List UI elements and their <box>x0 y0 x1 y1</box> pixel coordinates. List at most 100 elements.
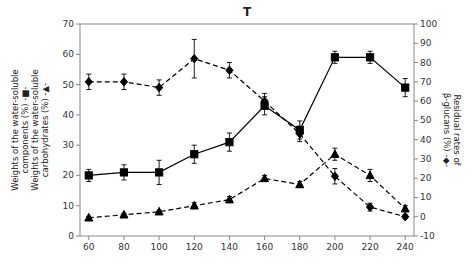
point-diamond <box>261 97 268 105</box>
y2-tick-label: 70 <box>420 77 432 87</box>
series-line <box>89 57 405 175</box>
y-tick-label: 30 <box>63 140 75 150</box>
x-tick-label: 180 <box>291 242 308 252</box>
point-square <box>191 151 198 158</box>
point-diamond <box>402 213 409 221</box>
y-axis-label: Weights of the water-solublecomponents (… <box>10 69 50 190</box>
y2-tick <box>414 178 418 179</box>
y2-tick <box>414 216 418 217</box>
y-tick <box>76 205 80 206</box>
y2-tick-label: 10 <box>420 192 432 202</box>
x-tick-label: 160 <box>256 242 273 252</box>
point-triangle <box>155 207 163 215</box>
point-triangle <box>261 174 269 182</box>
x-tick-label: 80 <box>118 242 130 252</box>
y2-tick-label: 60 <box>420 96 432 106</box>
point-square <box>85 172 92 179</box>
point-square <box>226 139 233 146</box>
x-tick <box>370 236 371 240</box>
x-tick <box>159 236 160 240</box>
point-triangle <box>331 150 339 158</box>
y2-tick-label: 100 <box>420 19 437 29</box>
x-tick <box>334 236 335 240</box>
point-square <box>366 54 373 61</box>
y2-tick <box>414 43 418 44</box>
y-tick-label: 0 <box>68 231 74 241</box>
y2-tick-label: -10 <box>420 231 435 241</box>
x-tick <box>88 236 89 240</box>
y2-tick-label: 30 <box>420 154 432 164</box>
x-tick-label: 200 <box>326 242 343 252</box>
point-square <box>331 54 338 61</box>
point-diamond <box>85 78 92 86</box>
y-tick-label: 70 <box>63 19 75 29</box>
y2-axis-label-line: Residual rates of <box>452 94 462 166</box>
x-tick-label: 140 <box>221 242 238 252</box>
x-tick <box>229 236 230 240</box>
x-tick <box>123 236 124 240</box>
x-tick-label: 60 <box>83 242 95 252</box>
y-tick-label: 50 <box>63 80 75 90</box>
x-tick-label: 220 <box>361 242 378 252</box>
x-tick-label: 120 <box>186 242 203 252</box>
y-tick <box>76 54 80 55</box>
point-diamond <box>366 203 373 211</box>
y-tick-label: 40 <box>63 110 75 120</box>
point-diamond <box>120 78 127 86</box>
y-tick-label: 60 <box>63 49 75 59</box>
y-tick <box>76 236 80 237</box>
y-tick <box>76 145 80 146</box>
y2-tick <box>414 197 418 198</box>
plot-frame <box>80 24 414 236</box>
point-diamond <box>191 54 198 62</box>
y2-tick-label: 80 <box>420 58 432 68</box>
series-line <box>89 154 405 218</box>
y-tick <box>76 175 80 176</box>
point-triangle <box>85 213 93 221</box>
y2-tick <box>414 158 418 159</box>
x-tick-label: 100 <box>151 242 168 252</box>
y2-tick-label: 0 <box>420 212 426 222</box>
point-triangle <box>366 171 374 179</box>
y-axis-label-line: Weights of the water-soluble <box>30 69 40 190</box>
title: T <box>243 5 252 19</box>
point-triangle <box>296 180 304 188</box>
point-square <box>402 84 409 91</box>
x-tick-label: 240 <box>397 242 414 252</box>
y-tick <box>76 24 80 25</box>
y-tick <box>76 114 80 115</box>
y-axis-label-line: carbohydrates (%) -▲- <box>40 83 50 177</box>
point-triangle <box>120 210 128 218</box>
y-tick-label: 20 <box>63 170 75 180</box>
point-diamond <box>296 130 303 138</box>
y2-tick <box>414 236 418 237</box>
y2-tick-label: 40 <box>420 135 432 145</box>
point-diamond <box>331 172 338 180</box>
y2-axis-label: Residual rates ofβ-glucans (%) -◆- <box>442 93 462 167</box>
y2-tick-label: 20 <box>420 173 432 183</box>
y-tick <box>76 84 80 85</box>
point-triangle <box>225 195 233 203</box>
y-axis-label-line: components (%) -■- <box>20 87 30 174</box>
series-line <box>89 59 405 217</box>
y2-tick <box>414 139 418 140</box>
point-triangle <box>190 201 198 209</box>
chart: T608010012014016018020022024001020304050… <box>0 0 474 263</box>
y2-tick <box>414 101 418 102</box>
y2-tick <box>414 24 418 25</box>
y2-tick-label: 90 <box>420 38 432 48</box>
x-tick <box>194 236 195 240</box>
point-square <box>156 169 163 176</box>
x-tick <box>264 236 265 240</box>
point-triangle <box>401 204 409 212</box>
x-tick <box>299 236 300 240</box>
y-axis-label-line: Weights of the water-soluble <box>10 69 20 190</box>
point-square <box>120 169 127 176</box>
y2-axis-label-line: β-glucans (%) -◆- <box>442 93 452 167</box>
point-diamond <box>156 83 163 91</box>
y2-tick <box>414 120 418 121</box>
point-diamond <box>226 66 233 74</box>
y2-tick-label: 50 <box>420 115 432 125</box>
y-tick-label: 10 <box>63 201 75 211</box>
x-tick <box>405 236 406 240</box>
